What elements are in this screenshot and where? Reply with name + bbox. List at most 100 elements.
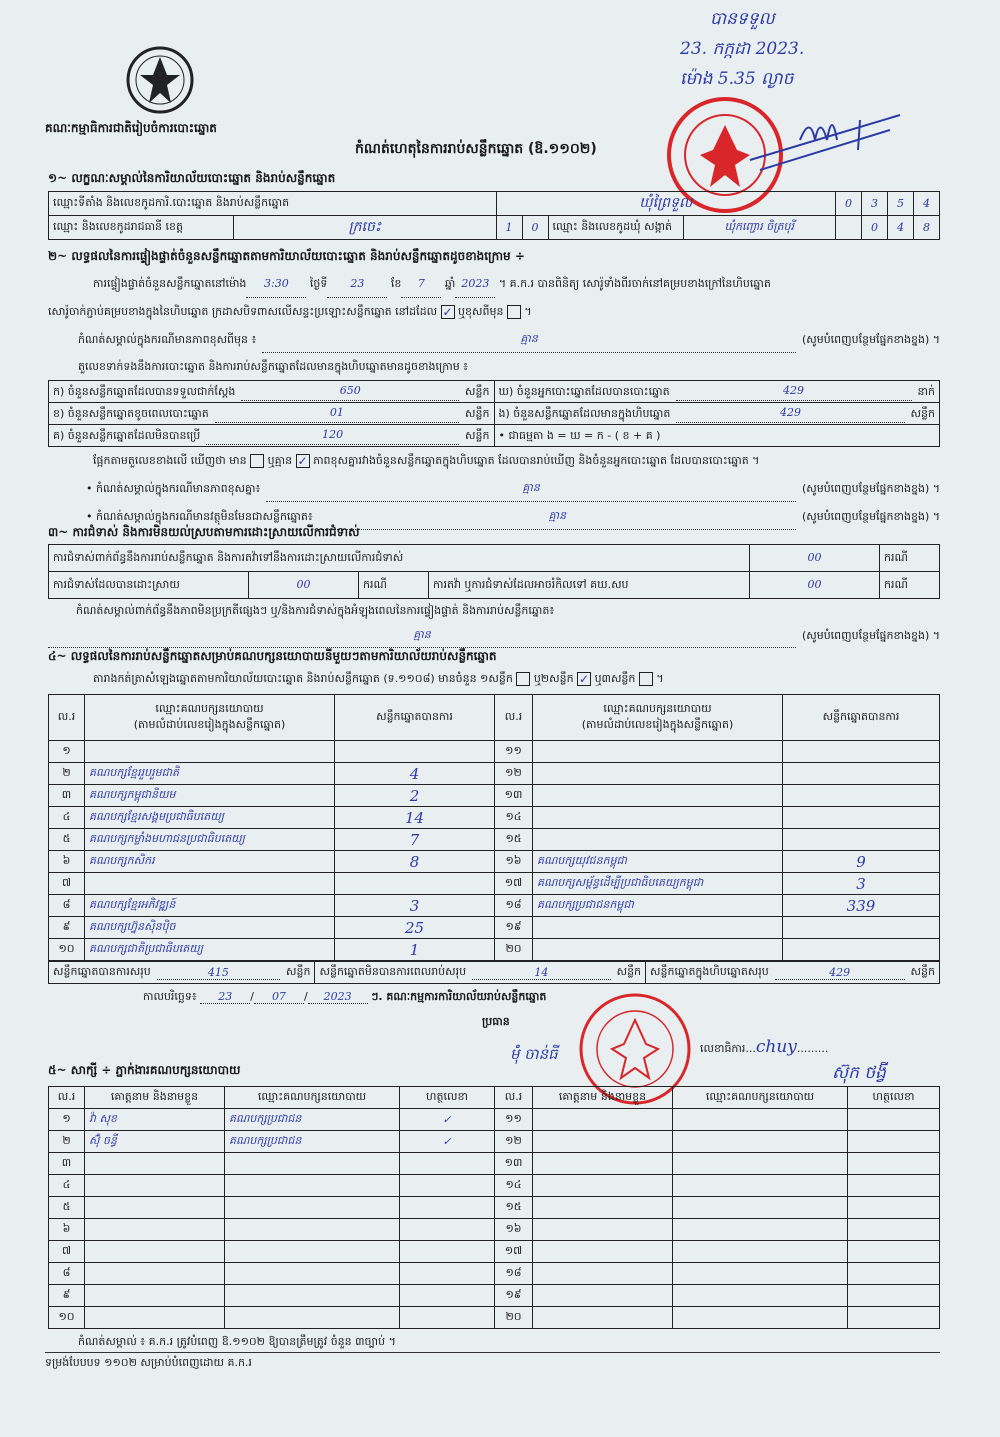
k-label: ក) ចំនួនសន្លឹកឆ្នោតដែលបានទទួលជាក់ស្តែង <box>53 384 236 398</box>
date-label: កាលបរិច្ឆេទ៖ <box>143 990 197 1003</box>
witness-sign-cell <box>399 1174 495 1197</box>
witness-name-cell: វ៉ា សុខ <box>84 1108 225 1131</box>
witness-party-cell <box>672 1152 848 1175</box>
party-no-cell: ១៥ <box>494 828 533 851</box>
province-value: ក្រចេះ <box>233 215 497 240</box>
sign-org: ៗ. គណៈកម្មការការិយាល័យរាប់សន្លឹកឆ្នោត <box>371 990 547 1003</box>
none-checkbox[interactable]: ✓ <box>295 454 310 468</box>
commune-value: ឃុំកញ្ជោរ ចិត្របុរី <box>682 215 837 240</box>
witness-name-cell <box>84 1196 225 1219</box>
s3-note-value[interactable]: គ្មាន <box>48 623 796 648</box>
ng-value: 429 <box>676 404 905 423</box>
table-row: ៧ ១៧ <box>48 1240 940 1263</box>
party-votes-cell <box>334 872 495 895</box>
code-digit: 4 <box>887 215 914 240</box>
party-party-cell <box>532 828 783 851</box>
code-digit: 4 <box>913 191 940 216</box>
col-name: គោត្តនាម និងនាមខ្លួន <box>532 1086 673 1109</box>
polling-label: ឈ្មោះទីតាំង និងលេខកូដការិ.បោះឆ្នោត និងរា… <box>48 191 497 216</box>
p1-text: ថ្ងៃទី <box>309 277 328 290</box>
fill-hint: (សូមបំពេញបន្ថែមផ្នែកខាងខ្នង) ។ <box>801 332 940 346</box>
witness-no-cell: ៧ <box>48 1240 85 1263</box>
section-5-heading: ៥~ សាក្សី ÷ ភ្នាក់ងារគណបក្សនយោបាយ <box>48 1063 241 1077</box>
col-party: ឈ្មោះគណបក្សនយោបាយ (តាមលំដាប់លេខរៀងក្នុងសន… <box>532 694 783 741</box>
party-votes-cell: 4 <box>334 762 495 785</box>
table-row: ៦គណបក្សកសិករ 8 ១៦ គណបក្សយុវជនកម្ពុជា 9 <box>48 850 940 873</box>
witness-no-cell: ១៩ <box>494 1284 533 1307</box>
witness-party-cell <box>672 1240 848 1263</box>
page-title: កំណត់ហេតុនៃការរាប់សន្លឹកឆ្នោត (ឱ.១១០២) <box>355 141 597 157</box>
witness-table: ល.រ គោត្តនាម និងនាមខ្លួន ឈ្មោះគណបក្សនយោប… <box>48 1086 940 1329</box>
witness-name-cell <box>84 1284 225 1307</box>
party-party-cell: គណបក្សកម្ពុជានិយម <box>84 784 335 807</box>
col-votes: សន្លឹកឆ្នោតបានការ <box>782 694 940 741</box>
note2-value[interactable]: គ្មាន <box>266 474 796 502</box>
table-row: ៥គណបក្សកម្លាំងមហាជនប្រជាធិបតេយ្យ 7 ១៥ <box>48 828 940 851</box>
section-1: ១~ លក្ខណៈសម្គាល់នៃការិយាល័យបោះឆ្នោត និងរ… <box>48 170 940 240</box>
p1-text: ខែ <box>390 277 402 290</box>
witness-party-cell <box>224 1284 400 1307</box>
party-party-cell: គណបក្សកម្លាំងមហាជនប្រជាធិបតេយ្យ <box>84 828 335 851</box>
three-sheets-checkbox[interactable] <box>638 672 653 686</box>
witness-name-cell <box>84 1218 225 1241</box>
code-digit: 8 <box>913 215 940 240</box>
witness-party-cell <box>672 1262 848 1285</box>
secretary-label: លេខាធិការ <box>700 1042 746 1055</box>
note1-value[interactable]: គ្មាន <box>262 325 796 353</box>
same-checkbox[interactable]: ✓ <box>440 305 455 319</box>
section-4-heading: ៤~ លទ្ធផលនៃការរាប់សន្លឹកឆ្នោតសម្រាប់គណបក… <box>48 649 497 663</box>
opt3: ឬ៣សន្លឹក <box>594 672 636 685</box>
party-party-cell <box>532 784 783 807</box>
have-checkbox[interactable] <box>250 454 265 468</box>
r1-value: 00 <box>749 544 880 572</box>
ko-label: គ) ចំនួនសន្លឹកឆ្នោតដែលមិនបានប្រើ <box>53 428 201 442</box>
check-month: 7 <box>401 270 442 298</box>
one-sheet-checkbox[interactable] <box>516 672 531 686</box>
different-checkbox[interactable] <box>506 305 521 319</box>
table-row: ២គណបក្សខ្មែររួបរួមជាតិ 4 ១២ <box>48 762 940 785</box>
col-no: ល.រ <box>48 694 85 741</box>
p1-text: ការផ្ទៀងផ្ទាត់ចំនួនសន្លឹកឆ្នោតនៅម៉ោង <box>93 277 247 290</box>
witness-party-cell <box>224 1240 400 1263</box>
party-votes-cell: 2 <box>334 784 495 807</box>
two-sheets-checkbox[interactable]: ✓ <box>577 672 592 686</box>
witness-sign-cell: ✓ <box>399 1130 495 1153</box>
kh-label: ខ) ចំនួនសន្លឹកឆ្នោតខូចពេលបោះឆ្នោត <box>53 406 209 420</box>
party-party-cell: គណបក្សខ្មែរសង្គមប្រជាធិបតេយ្យ <box>84 806 335 829</box>
party-no-cell: ១៤ <box>494 806 533 829</box>
table-row: ៩គណបក្សហ្វ៊ុនស៊ិនប៉ិច 25 ១៩ <box>48 916 940 939</box>
fill-hint: (សូមបំពេញបន្ថែមផ្នែកខាងខ្នង) ។ <box>801 509 940 523</box>
note3-value[interactable]: គ្មាន <box>318 502 796 530</box>
witness-sign-cell <box>847 1240 940 1263</box>
section-3-heading: ៣~ ការជំទាស់ និងការមិនយល់ស្របតាមការដោះស្… <box>48 525 360 539</box>
table-row: ៣គណបក្សកម្ពុជានិយម 2 ១៣ <box>48 784 940 807</box>
col-party-title: ឈ្មោះគណបក្សនយោបាយ <box>155 701 264 715</box>
section-2-heading: ២~ លទ្ធផលនៃការផ្ទៀងផ្ទាត់ចំនួនសន្លឹកឆ្នោ… <box>48 249 525 263</box>
witness-no-cell: ១៥ <box>494 1196 533 1219</box>
witness-sign-cell <box>399 1240 495 1263</box>
witness-party-cell <box>224 1196 400 1219</box>
unit: ករណី <box>358 571 429 599</box>
party-votes-cell <box>782 938 940 961</box>
party-party-cell: គណបក្សប្រជាជនកម្ពុជា <box>532 894 783 917</box>
table-row: ៦ ១៦ <box>48 1218 940 1241</box>
formula: • ជាធម្មតា ង = ឃ = ក - ( ខ + គ ) <box>493 424 940 447</box>
witness-sign-cell <box>399 1196 495 1219</box>
unit: ករណី <box>879 544 940 572</box>
witness-party-cell <box>672 1196 848 1219</box>
p2-or: ឬខុសពីមុន <box>458 305 504 318</box>
note3-label: • កំណត់សម្គាល់ក្នុងករណីមានវត្ថុមិនមែនជាស… <box>86 509 313 523</box>
witness-no-cell: ១៧ <box>494 1240 533 1263</box>
party-no-cell: ១០ <box>48 938 85 961</box>
code-digit: 0 <box>861 215 888 240</box>
witness-no-cell: ២ <box>48 1130 85 1153</box>
col-no: ល.រ <box>494 694 533 741</box>
unit: សន្លឹក <box>616 964 642 978</box>
s3-note-label: កំណត់សម្គាល់ពាក់ព័ន្ធនឹងភាពមិនប្រក្រតីផ្… <box>76 604 555 617</box>
note1-label: កំណត់សម្គាល់ក្នុងករណីមានភាពខុសពីមុន ៖ <box>78 332 257 346</box>
witness-party-cell: គណបក្សប្រជាជន <box>224 1108 400 1131</box>
witness-name-cell: ស៊ុំ ចន្ធី <box>84 1130 225 1153</box>
col-no: ល.រ <box>494 1086 533 1109</box>
witness-sign-cell: ✓ <box>399 1108 495 1131</box>
witness-no-cell: ១១ <box>494 1108 533 1131</box>
